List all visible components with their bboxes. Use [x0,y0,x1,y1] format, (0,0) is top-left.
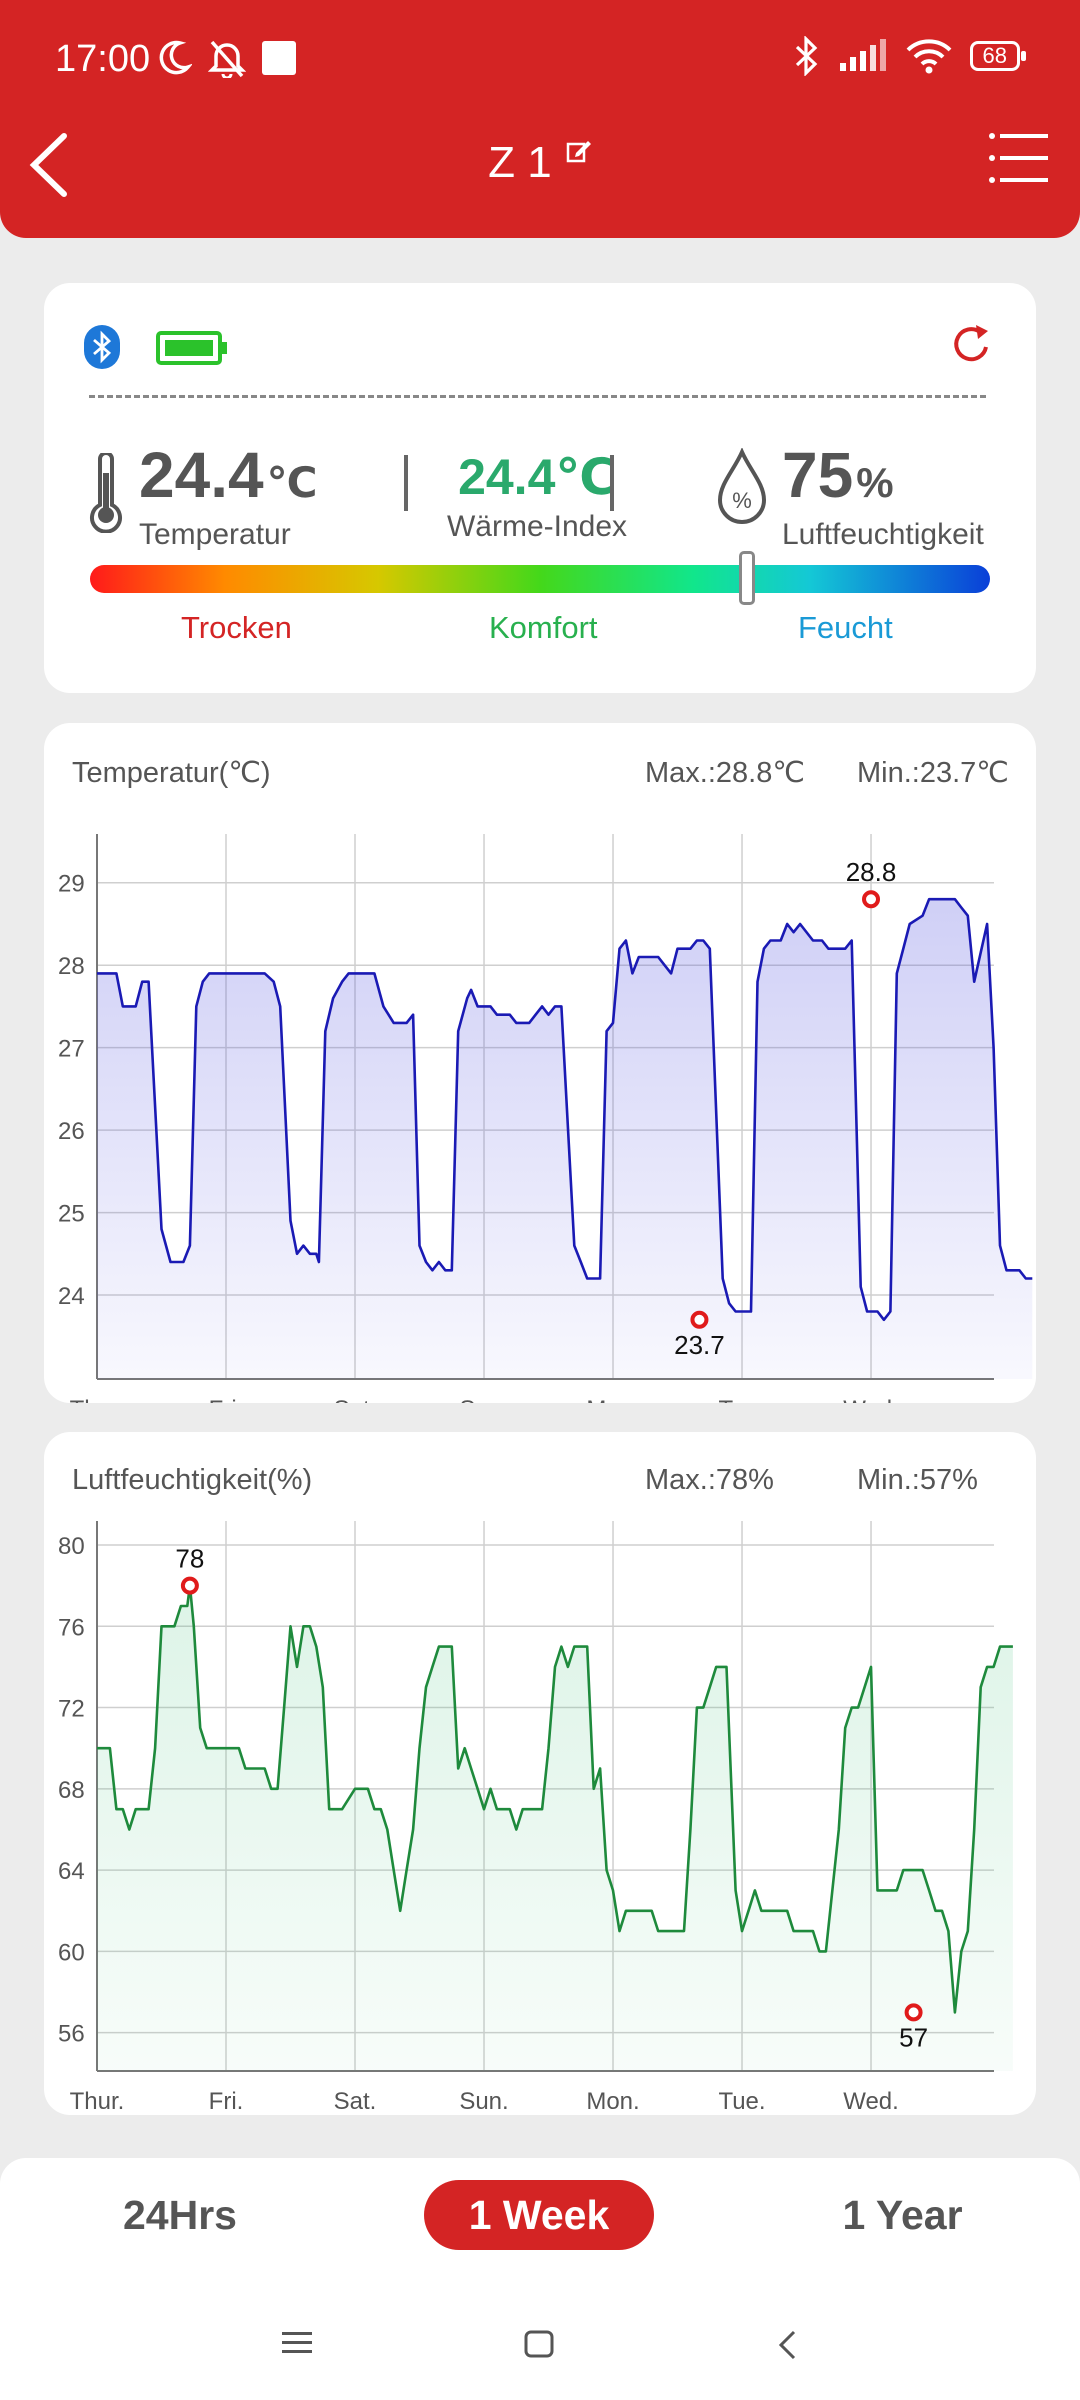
y-tick-label: 29 [58,871,85,898]
bluetooth-icon [795,36,817,76]
series-area [97,1585,1013,2071]
x-tick-label: Tue. [718,2088,765,2115]
range-tab-1-week[interactable]: 1 Week [424,2180,654,2250]
range-tab-24hrs[interactable]: 24Hrs [123,2192,237,2238]
x-tick-label: Sat. [334,1396,377,1403]
temperature-unit: ℃ [266,459,318,506]
zone-dry-label: Trocken [181,610,292,645]
refresh-icon[interactable] [950,323,994,367]
battery-level: 68 [982,43,1007,68]
x-tick-label: Tue. [718,1396,765,1403]
y-tick-label: 64 [58,1858,85,1885]
signal-icon [839,39,886,71]
separator-left [404,455,408,511]
y-tick-label: 68 [58,1777,85,1804]
status-icons-left [158,38,296,78]
heat-index-value: 24.4℃ [458,449,616,505]
series-line [97,897,1033,1322]
y-tick-label: 25 [58,1201,85,1228]
hum-chart-title: Luftfeuchtigkeit(%) [72,1464,313,1496]
max-marker [180,1576,199,1595]
x-tick-label: Wed. [843,2088,899,2115]
svg-text:%: % [732,488,752,513]
series-area [97,899,1033,1379]
x-tick-label: Sun. [459,1396,508,1403]
humidity-drop-icon: % [717,448,767,524]
app-header: 17:00 68 Z 1 [0,0,1080,238]
status-square-icon [262,41,296,75]
max-marker [862,890,881,909]
thermometer-icon [90,453,122,533]
x-tick-label: Mon. [586,1396,639,1403]
hum-chart-min: Min.:57% [857,1464,978,1496]
moon-icon [159,40,192,75]
status-time: 17:00 [55,38,151,80]
humidity-chart-card: Luftfeuchtigkeit(%) Max.:78% Min.:57% 80… [44,1432,1036,2115]
device-bluetooth-icon [84,325,120,369]
page-title[interactable]: Z 1 [0,138,1080,188]
mute-bell-icon [208,40,246,78]
temperature-reading: 24.4℃ Temperatur [139,438,317,552]
range-tab-1-year[interactable]: 1 Year [842,2192,963,2238]
temperature-chart[interactable]: 29 28 27 26 25 24 Thur. Fri. Sat. Sun. Mon. Tue. Wed… [44,723,1036,1403]
nav-back-icon[interactable] [776,2330,800,2360]
heat-index-label: Wärme-Index [446,510,628,543]
x-tick-label: Fri. [209,1396,244,1403]
series-line [97,1584,1013,2014]
status-icons-right: 68 [794,36,1027,76]
menu-icon[interactable] [988,130,1050,186]
temp-chart-max: Max.:28.8℃ [645,757,805,789]
battery-icon: 68 [969,41,1027,71]
max-value-label: 28.8 [846,857,897,887]
back-icon[interactable] [22,130,82,200]
bottom-bar: 24Hrs 1 Week 1 Year [0,2158,1080,2400]
comfort-indicator-handle [739,551,755,605]
divider [89,395,986,398]
x-tick-label: Sat. [334,2088,377,2115]
comfort-gradient-bar [90,565,990,593]
temp-chart-min: Min.:23.7℃ [857,757,1009,789]
heat-index-reading: 24.4℃ Wärme-Index [322,448,752,544]
y-tick-label: 28 [58,953,85,980]
x-tick-label: Wed. [843,1396,899,1403]
x-tick-label: Thur. [70,2088,125,2115]
min-marker [904,2003,923,2022]
y-tick-label: 76 [58,1614,85,1641]
humidity-value: 75 [782,439,854,511]
y-tick-label: 24 [58,1283,85,1310]
max-value-label: 78 [175,1544,204,1574]
x-tick-label: Sun. [459,2088,508,2115]
zone-wet-label: Feucht [798,610,893,645]
nav-home-icon[interactable] [524,2330,554,2358]
y-tick-label: 56 [58,2021,85,2048]
y-tick-label: 72 [58,1696,85,1723]
min-value-label: 23.7 [674,1330,725,1360]
y-tick-label: 26 [58,1118,85,1145]
humidity-chart[interactable]: 80 76 72 68 64 60 56 Thur. Fri. Sat. Sun. Mon. Tue. W… [44,1432,1036,2115]
device-battery-icon [156,331,227,365]
temp-chart-title: Temperatur(℃) [72,757,271,789]
x-tick-label: Mon. [586,2088,639,2115]
x-tick-label: Fri. [209,2088,244,2115]
nav-menu-icon[interactable] [282,2330,312,2356]
min-value-label: 57 [899,2022,928,2052]
wifi-icon [906,39,951,74]
humidity-unit: % [856,459,894,506]
humidity-reading: 75% Luftfeuchtigkeit [782,438,984,552]
y-tick-label: 27 [58,1036,85,1063]
temperature-value: 24.4 [139,439,264,511]
separator-right [610,455,614,511]
y-tick-label: 80 [58,1533,85,1560]
temperature-chart-card: Temperatur(℃) Max.:28.8℃ Min.:23.7℃ 29 28… [44,723,1036,1403]
edit-icon[interactable] [566,138,592,164]
device-name: Z 1 [488,138,552,187]
min-marker [690,1310,709,1329]
x-tick-label: Thur. [70,1396,125,1403]
zone-comfort-label: Komfort [489,610,598,645]
temperature-label: Temperatur [139,518,291,551]
y-tick-label: 60 [58,1939,85,1966]
current-status-card: 24.4℃ Temperatur 24.4℃ Wärme-Index % 75%… [44,283,1036,693]
humidity-label: Luftfeuchtigkeit [782,518,984,551]
hum-chart-max: Max.:78% [645,1464,774,1496]
